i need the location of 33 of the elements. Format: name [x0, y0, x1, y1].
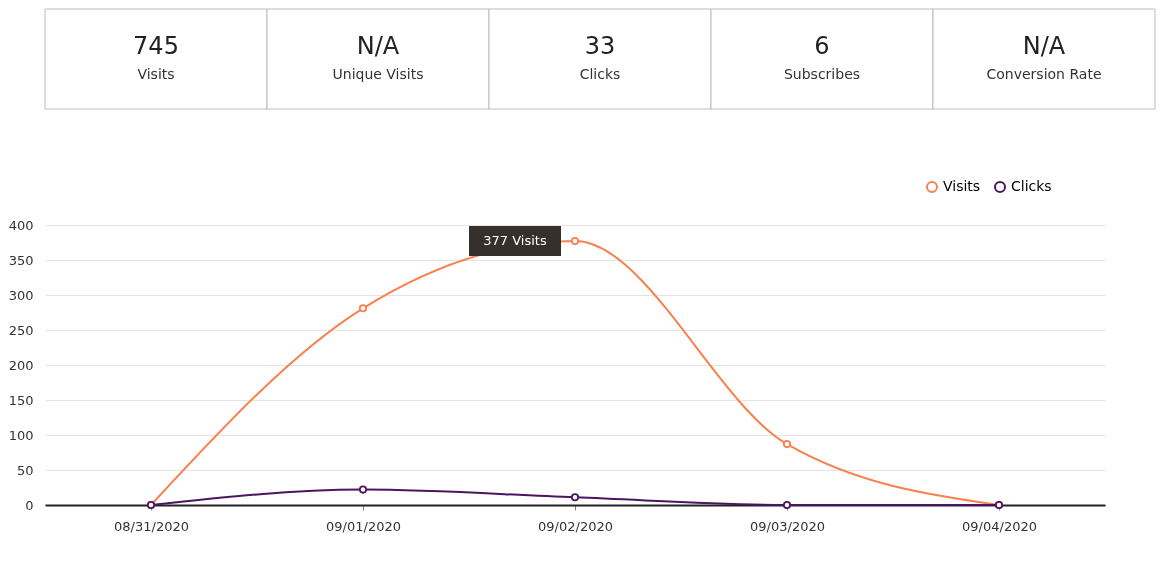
point	[782, 500, 792, 510]
text: 745	[133, 32, 179, 60]
y-tick-label: 250	[8, 322, 34, 338]
point	[570, 493, 580, 502]
y-tick-label: 300	[8, 287, 34, 303]
legend-label: Clicks	[1011, 178, 1052, 194]
annotation: 377 Visits	[483, 233, 547, 249]
y-tick-label: 0	[25, 497, 34, 513]
text: Visits	[137, 66, 175, 82]
text: Clicks	[579, 66, 621, 82]
x-tick-label: 09/04/2020	[962, 518, 1037, 534]
y-tick-label: 200	[8, 357, 34, 373]
text: 33	[584, 32, 616, 60]
y-tick-label: 400	[8, 217, 34, 233]
y-tick-label: 150	[8, 392, 34, 408]
x-tick-label: 09/02/2020	[538, 518, 613, 534]
text: N/A	[1022, 32, 1066, 60]
y-tick-label: 350	[8, 252, 34, 268]
point	[570, 237, 580, 246]
y-tick-label: 100	[8, 427, 34, 443]
y-tick-label: 50	[16, 462, 34, 478]
text: Conversion Rate	[986, 66, 1102, 82]
text: Unique Visits	[332, 66, 424, 82]
x-tick-label: 09/01/2020	[326, 518, 401, 534]
x-tick-label: 08/31/2020	[114, 518, 189, 534]
point	[782, 440, 792, 449]
text: 6	[814, 32, 830, 60]
text: Subscribes	[783, 66, 861, 82]
point	[358, 304, 368, 313]
point	[358, 485, 368, 494]
x-tick-label: 09/03/2020	[750, 518, 825, 534]
legend-label: Visits	[943, 178, 981, 194]
text: N/A	[356, 32, 400, 60]
